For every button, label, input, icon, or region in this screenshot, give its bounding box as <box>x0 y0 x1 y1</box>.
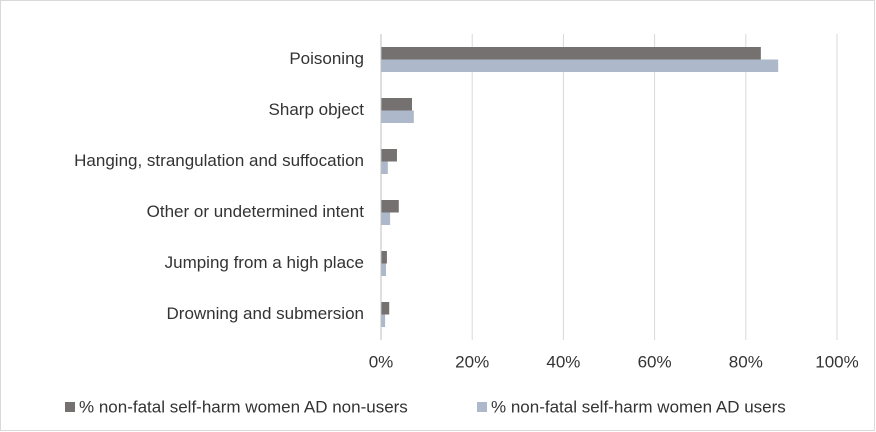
x-tick-label: 0% <box>369 352 394 371</box>
bar <box>381 161 388 174</box>
legend-label: % non-fatal self-harm women AD non-users <box>79 397 408 416</box>
bar <box>381 59 779 72</box>
bar <box>381 98 413 111</box>
bar <box>381 47 761 60</box>
bar <box>381 110 414 123</box>
bar <box>381 212 391 225</box>
legend-swatch <box>65 402 75 412</box>
x-tick-label: 60% <box>638 352 672 371</box>
y-tick-label: Other or undetermined intent <box>147 202 365 221</box>
bar <box>381 302 390 315</box>
bar <box>381 200 399 213</box>
x-tick-label: 80% <box>729 352 763 371</box>
bar <box>381 314 386 327</box>
legend-swatch <box>477 402 487 412</box>
y-tick-label: Sharp object <box>269 100 365 119</box>
bar <box>381 263 387 276</box>
y-tick-label: Poisoning <box>289 49 364 68</box>
y-tick-label: Hanging, strangulation and suffocation <box>74 151 364 170</box>
x-tick-label: 100% <box>815 352 858 371</box>
y-tick-label: Drowning and submersion <box>167 304 365 323</box>
bar <box>381 251 387 264</box>
legend-label: % non-fatal self-harm women AD users <box>491 397 786 416</box>
bar <box>381 149 397 162</box>
x-tick-label: 20% <box>455 352 489 371</box>
y-tick-label: Jumping from a high place <box>165 253 364 272</box>
x-tick-label: 40% <box>546 352 580 371</box>
